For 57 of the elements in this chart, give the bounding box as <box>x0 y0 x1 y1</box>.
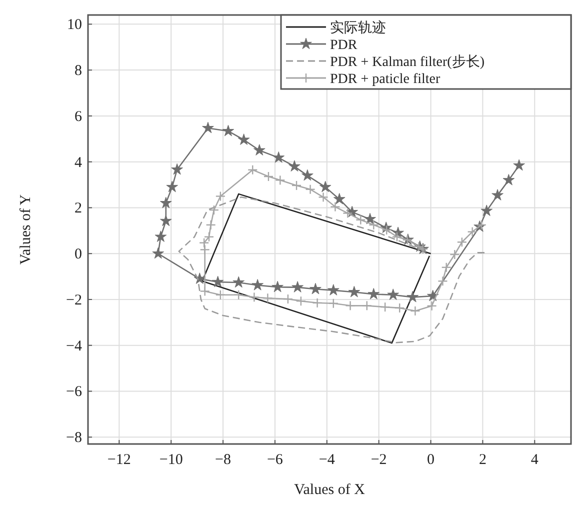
y-tick-label: 8 <box>74 63 82 80</box>
point <box>154 230 167 242</box>
y-tick-label: 10 <box>67 17 82 34</box>
x-tick-label: −6 <box>266 452 284 468</box>
x-tick-label: 4 <box>530 452 539 468</box>
point <box>152 247 164 259</box>
point <box>272 280 284 292</box>
point <box>222 124 234 136</box>
point <box>202 122 214 134</box>
point <box>302 169 314 181</box>
point <box>212 276 224 288</box>
point <box>252 279 264 290</box>
legend-label: 实际轨迹 <box>330 20 386 36</box>
point <box>502 174 515 186</box>
point <box>238 134 250 145</box>
x-axis-title: Values of X <box>294 482 366 498</box>
point <box>480 204 493 216</box>
x-tick-label: −4 <box>318 452 336 468</box>
y-tick-label: 4 <box>74 154 82 171</box>
point <box>368 288 380 300</box>
y-tick-label: 2 <box>74 200 82 217</box>
point <box>406 290 419 302</box>
point <box>310 282 322 294</box>
point <box>292 281 304 292</box>
y-tick-label: −6 <box>66 384 82 400</box>
point <box>333 193 346 204</box>
x-tick-label: 0 <box>427 452 435 468</box>
point <box>387 288 400 300</box>
y-tick-label: −8 <box>66 430 82 446</box>
y-tick-label: 0 <box>74 246 82 263</box>
point <box>253 144 266 156</box>
point <box>160 196 172 208</box>
x-tick-label: −12 <box>107 452 131 468</box>
y-tick-label: 6 <box>74 108 82 125</box>
point <box>364 212 376 224</box>
legend-label: PDR + paticle filter <box>330 72 440 87</box>
y-tick-label: −4 <box>66 338 82 354</box>
point <box>348 286 360 298</box>
point <box>319 180 332 192</box>
line-series <box>178 196 486 344</box>
legend-label: PDR <box>330 38 358 53</box>
point <box>272 151 285 163</box>
x-tick-label: 2 <box>478 452 486 468</box>
point <box>166 180 178 192</box>
legend-label: PDR + Kalman filter(步长) <box>330 54 485 70</box>
point <box>327 284 340 296</box>
y-axis-title: Values of Y <box>18 194 34 265</box>
y-tick-label: −2 <box>66 292 82 308</box>
x-tick-label: −2 <box>370 452 387 468</box>
point <box>160 214 172 226</box>
point <box>492 189 504 200</box>
point <box>232 276 245 288</box>
x-tick-label: −8 <box>215 452 232 468</box>
x-tick-label: −10 <box>159 452 183 468</box>
point <box>513 159 525 171</box>
point <box>288 160 300 172</box>
point <box>171 163 183 175</box>
